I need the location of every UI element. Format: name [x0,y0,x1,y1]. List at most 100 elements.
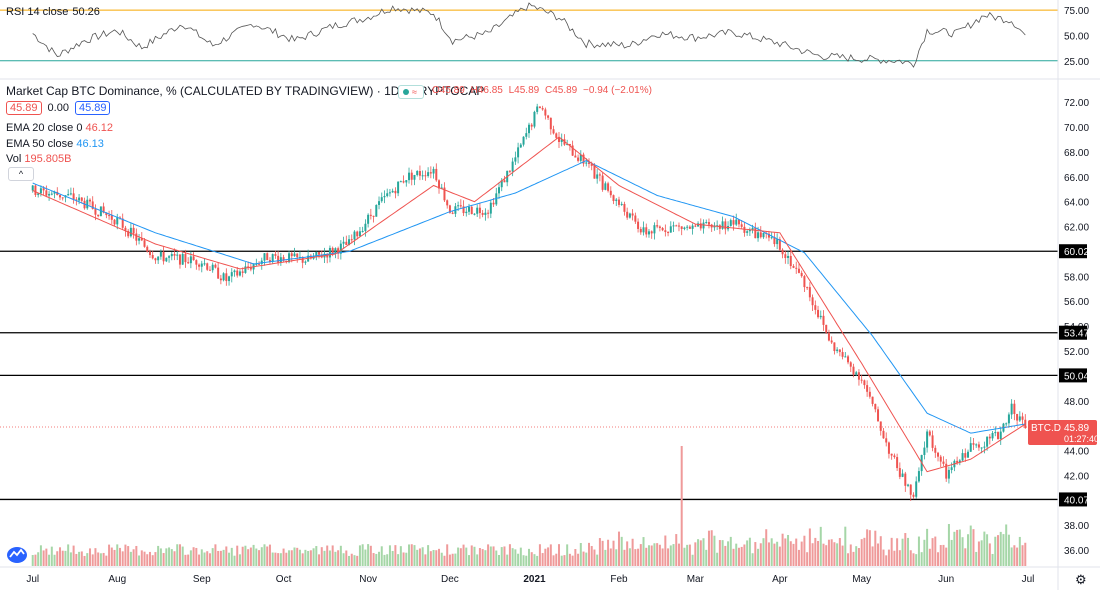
ema50-legend[interactable]: EMA 50 close 46.13 [6,138,104,150]
vol-label: Vol [6,153,22,165]
volume-bar [88,548,91,566]
volume-bar [683,547,686,566]
ema20-legend[interactable]: EMA 20 close 0 46.12 [6,122,113,134]
rsi-legend[interactable]: RSI 14 close 50.26 [6,5,100,19]
price-tick-label: 68.00 [1064,148,1089,159]
volume-bar [947,524,950,566]
volume-bar [702,538,705,566]
candle-body [108,215,111,217]
candle-body [162,251,165,262]
candle-body [230,272,233,277]
volume-bar [334,551,337,566]
candle-body [833,342,836,352]
volume-bar [596,554,599,566]
candle-body [827,332,830,341]
volume-bar [443,555,446,566]
candle-body [350,239,353,241]
candle-body [217,267,220,279]
candle-body [165,257,168,262]
volume-bar [885,555,888,566]
volume-bar [579,543,582,566]
buy-price[interactable]: 45.89 [74,101,111,115]
candle-body [348,239,351,245]
candle-body [154,258,157,261]
candle-body [860,379,863,381]
candle-body [168,256,171,258]
volume-bar [367,544,370,566]
candle-body [885,438,888,443]
time-tick-label: May [852,574,871,585]
volume-bar [61,550,64,566]
volume-bar [699,540,702,566]
volume-bar [80,551,83,566]
candle-body [607,183,610,191]
volume-bar [399,546,402,566]
volume-bar [402,552,405,566]
level-price-label: 53.47 [1064,329,1089,340]
sell-price[interactable]: 45.89 [6,101,42,115]
candle-body [852,366,855,375]
candle-body [263,253,266,261]
gear-icon[interactable]: ⚙ [1075,572,1087,587]
volume-bar [511,548,514,566]
collapse-legend-button[interactable]: ^ [8,167,34,181]
volume-bar [797,549,800,566]
volume-bar [656,543,659,566]
candle-body [121,218,124,228]
candle-body [511,161,514,172]
vol-legend[interactable]: Vol 195.805B [6,153,71,165]
price-tick-label: 64.00 [1064,198,1089,209]
volume-bar [945,547,948,566]
candle-body [378,201,381,205]
volume-bar [470,545,473,566]
candle-body [737,219,740,225]
volume-bar [211,548,214,566]
candle-body [282,257,285,261]
candle-body [841,352,844,357]
volume-bar [67,544,70,566]
candle-body [896,457,899,469]
time-tick-label: Aug [108,574,126,585]
volume-bar [686,544,689,566]
volume-bar [383,554,386,566]
volume-bar [206,551,209,566]
volume-bar [69,552,72,566]
volume-bar [964,548,967,566]
candle-body [102,206,105,213]
volume-bar [323,550,326,566]
candle-body [369,214,372,216]
candle-body [672,225,675,227]
candle-body [53,191,56,194]
volume-bar [1016,547,1019,566]
volume-bar [244,545,247,566]
volume-bar [893,550,896,566]
candle-body [969,443,972,452]
candle-body [228,276,231,282]
candle-body [980,447,983,449]
candle-body [909,484,912,495]
ohlc-high: H46.85 [470,85,503,96]
volume-bar [830,539,833,566]
volume-bar [78,551,81,566]
volume-bar [541,553,544,566]
price-tick-label: 58.00 [1064,272,1089,283]
candle-body [647,231,650,235]
candle-body [868,391,871,397]
candle-body [686,226,689,228]
candle-body [688,226,691,229]
time-tick-label: Jul [26,574,39,585]
chart-title[interactable]: Market Cap BTC Dominance, % (CALCULATED … [6,84,485,98]
tradingview-logo-icon[interactable] [6,544,28,564]
status-indicator[interactable]: ≈ [398,85,424,99]
candle-body [334,248,337,254]
candle-body [939,456,942,462]
candle-body [61,197,64,199]
volume-bar [950,539,953,566]
candle-body [473,213,476,215]
volume-bar [647,545,650,566]
candle-body [623,203,626,212]
candle-body [566,143,569,145]
candle-body [822,315,825,325]
candle-body [225,273,228,282]
